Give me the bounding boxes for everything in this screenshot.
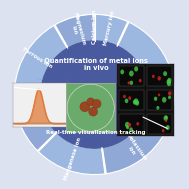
Wedge shape <box>15 26 67 89</box>
Wedge shape <box>14 88 56 151</box>
Text: Potassium
ion: Potassium ion <box>120 134 147 165</box>
Text: Copper ion: Copper ion <box>142 64 174 79</box>
Text: Zinc ion: Zinc ion <box>19 111 43 124</box>
Circle shape <box>41 41 148 148</box>
Wedge shape <box>102 119 166 174</box>
Wedge shape <box>55 14 94 48</box>
Wedge shape <box>61 14 128 46</box>
Text: Ferrous ion: Ferrous ion <box>22 47 53 69</box>
Text: Quantification of metal ions
in vivo: Quantification of metal ions in vivo <box>44 58 148 70</box>
Text: Mercury ion: Mercury ion <box>103 10 115 46</box>
Text: Real-time visualization tracking: Real-time visualization tracking <box>46 130 146 136</box>
Text: Magnesium
ion: Magnesium ion <box>67 11 87 47</box>
Circle shape <box>8 8 181 181</box>
Text: Manganese ion: Manganese ion <box>64 136 83 181</box>
Wedge shape <box>38 133 105 175</box>
Wedge shape <box>95 14 128 46</box>
Wedge shape <box>118 22 175 128</box>
Text: Calcium ion: Calcium ion <box>92 10 97 44</box>
